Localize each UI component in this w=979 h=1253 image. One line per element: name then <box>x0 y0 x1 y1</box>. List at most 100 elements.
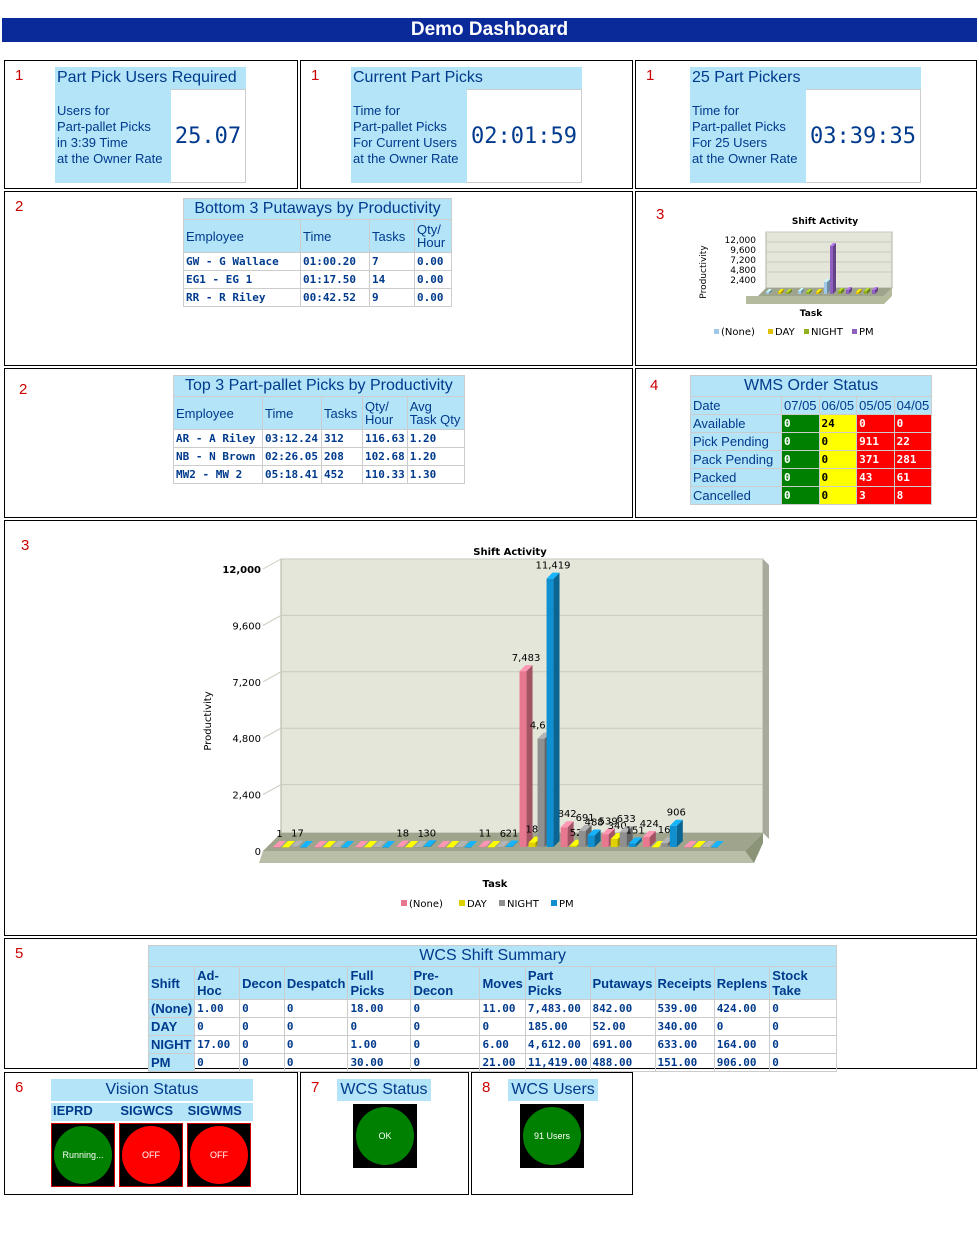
chart-title: Shift Activity <box>473 547 547 558</box>
legend-swatch <box>714 329 719 334</box>
table-cell: 0 <box>410 999 481 1018</box>
data-label: 11,419 <box>536 561 571 572</box>
table-cell: 906.00 <box>713 1053 771 1072</box>
table-cell: 0 <box>194 1053 241 1072</box>
table-cell: 539.00 <box>654 999 715 1018</box>
table-row: PM 0 0 0 30.00 0 21.00 11,419.00 488.00 151.00 906… <box>147 1053 838 1072</box>
table-cell: 0 <box>769 1053 838 1072</box>
bar-small-11 <box>864 288 870 294</box>
column-header: Decon <box>239 966 285 1000</box>
table-cell: 0 <box>239 1035 285 1054</box>
table-cell: 488.00 <box>589 1053 656 1072</box>
table-row: (None) 1.00 0 0 18.00 0 11.00 7,483.00 842.00 539… <box>147 999 838 1018</box>
table-cell: 0 <box>769 1035 838 1054</box>
kpi-value: 25.07 <box>171 89 246 183</box>
status-light-wcs: OK <box>353 1104 417 1168</box>
chart-title: Shift Activity <box>792 217 858 227</box>
column-header: Employee <box>183 219 301 253</box>
table-cell: 842.00 <box>589 999 656 1018</box>
wcs-summary-panel: 5 WCS Shift Summary Shift Ad-Hoc Decon Desp… <box>4 938 977 1072</box>
bar-night-despatch <box>373 841 387 848</box>
column-header: 05/05 <box>856 396 895 415</box>
data-label: 18 <box>396 829 409 840</box>
y-tick-label: 12,000 <box>222 565 261 576</box>
table-cell: 0 <box>479 1017 526 1036</box>
row-label: PM <box>147 1053 196 1072</box>
y-tick-label: 4,800 <box>232 734 261 745</box>
column-header: Avg Task Qty <box>406 396 465 430</box>
bar-small-7 <box>830 243 836 294</box>
table-title: Top 3 Part-pallet Picks by Productivity <box>173 375 465 397</box>
column-header: Shift <box>147 966 196 1000</box>
table-cell: 4,612.00 <box>524 1035 591 1054</box>
table-row: RR - R Riley 00:42.52 9 0.00 <box>183 288 452 307</box>
vision-status-labels: IEPRD SIGWCS SIGWMS <box>51 1103 253 1121</box>
table-cell: 0 <box>283 1017 349 1036</box>
bar-small-4 <box>806 289 812 294</box>
table-cell: 21.00 <box>479 1053 526 1072</box>
column-header: Qty/ Hour <box>362 396 408 430</box>
data-label: 17 <box>291 829 304 840</box>
bar-none-moves <box>478 840 492 848</box>
bar-small-8 <box>838 288 844 294</box>
bar-pm-replens <box>669 819 683 847</box>
chart-floor-front <box>259 851 754 863</box>
chart-wall-side <box>763 559 769 839</box>
table-cell: 0 <box>239 999 285 1018</box>
y-tick-label: 2,400 <box>730 276 756 286</box>
bar-night-decon <box>332 841 346 848</box>
panel-number: 1 <box>646 67 655 84</box>
data-label: 30 <box>423 828 436 839</box>
data-label: 906 <box>667 808 686 819</box>
table-cell: 0 <box>347 1017 412 1036</box>
kpi-description: Time for Part-pallet Picks For Current Use… <box>351 89 467 183</box>
panel-number: 2 <box>19 381 28 398</box>
data-label: 7,483 <box>512 653 541 664</box>
kpi-panel-users-required: 1 Part Pick Users Required Users for Part… <box>4 60 298 189</box>
y-tick-label: 9,600 <box>730 246 756 256</box>
panel-number: 8 <box>482 1079 491 1096</box>
table-cell: 185.00 <box>524 1017 591 1036</box>
bar-none-pre-decon <box>437 841 451 848</box>
gridline <box>262 671 282 683</box>
panel-number: 7 <box>311 1079 320 1096</box>
bar-pm-receipts <box>628 837 642 847</box>
column-header: Moves <box>479 966 526 1000</box>
table-row: GW - G Wallace 01:00.20 7 0.00 <box>183 252 452 271</box>
bar-small-5 <box>816 289 822 294</box>
column-header: Stock Take <box>769 966 838 1000</box>
bar-none-ad-hoc <box>273 840 286 848</box>
column-header: Despatch <box>283 966 349 1000</box>
legend-swatch <box>459 900 465 906</box>
chart-floor-side <box>745 833 763 863</box>
legend-swatch <box>551 900 557 906</box>
bar-pm-putaways <box>587 829 601 847</box>
column-header: Time <box>300 219 370 253</box>
bar-day-stock take <box>692 841 706 848</box>
table-row: NB - N Brown 02:26.05 208 102.68 1.20 <box>173 447 465 466</box>
column-header: 06/05 <box>818 396 858 415</box>
data-label: 52 <box>570 828 583 839</box>
legend-swatch <box>401 900 407 906</box>
bar-night-full picks <box>414 840 428 848</box>
data-label: 340 <box>608 821 627 832</box>
column-header: Receipts <box>654 966 715 1000</box>
bar-night-ad-hoc <box>291 840 304 848</box>
table-cell: 17.00 <box>194 1035 241 1054</box>
table-cell: 340.00 <box>654 1017 715 1036</box>
bar-night-moves <box>496 840 510 848</box>
table-row: Pack Pending 0 0 371 281 <box>690 450 933 469</box>
table-cell: 691.00 <box>589 1035 656 1054</box>
data-label: 488 <box>585 818 604 829</box>
y-tick-label: 9,600 <box>232 621 261 632</box>
legend-label: DAY <box>775 327 796 338</box>
data-label: 21 <box>506 829 519 840</box>
table-title: Bottom 3 Putaways by Productivity <box>183 198 452 220</box>
shift-activity-chart: 12,000 9,600 7,200 4,800 2,400 0 1 18 11 7,483 842… <box>203 547 769 910</box>
bar-day-ad-hoc <box>282 841 295 848</box>
panel-number: 1 <box>15 67 24 84</box>
table-row: NIGHT 17.00 0 0 1.00 0 6.00 4,612.00 691.00 633.0… <box>147 1035 838 1054</box>
bar-pm-pre-decon <box>464 841 478 848</box>
table-cell: 424.00 <box>713 999 771 1018</box>
